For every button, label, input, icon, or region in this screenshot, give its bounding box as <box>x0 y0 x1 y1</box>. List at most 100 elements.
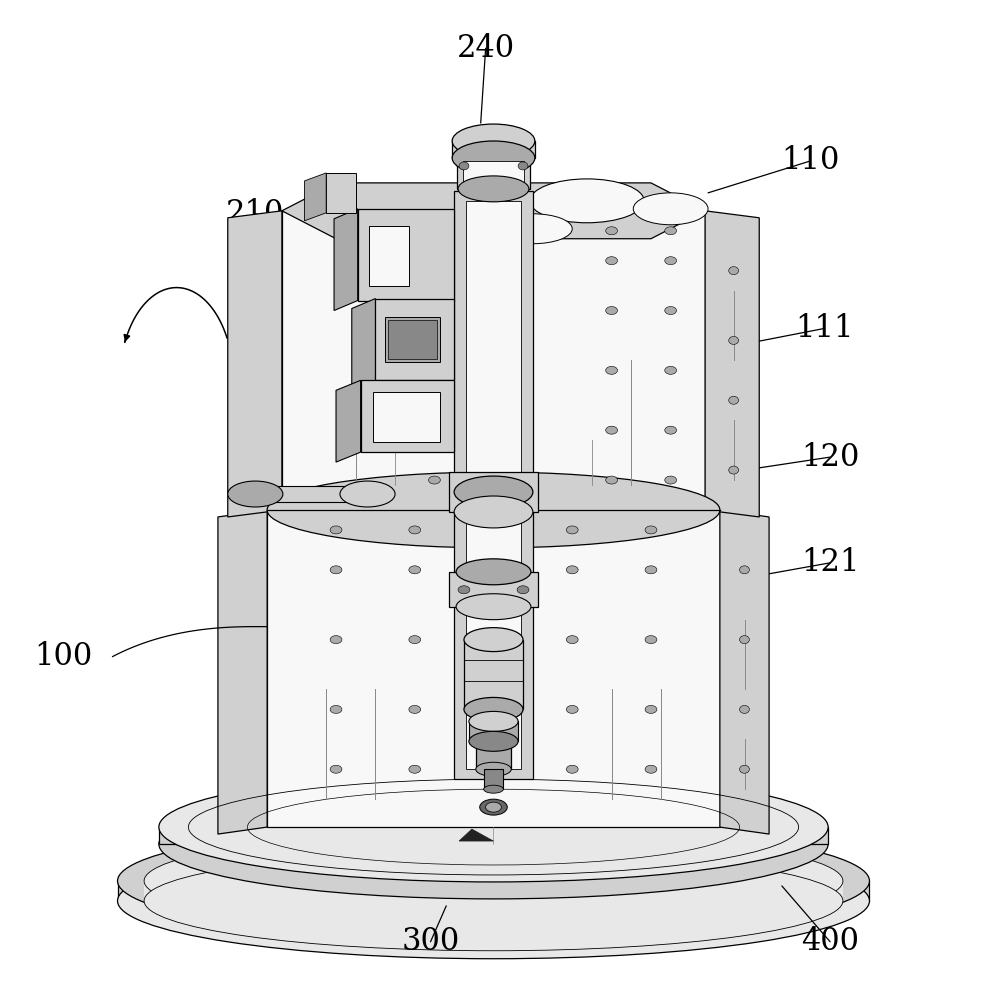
Polygon shape <box>351 299 375 390</box>
Bar <box>385 317 440 362</box>
Ellipse shape <box>739 566 748 574</box>
Ellipse shape <box>665 307 675 315</box>
Ellipse shape <box>487 705 499 713</box>
Ellipse shape <box>463 697 523 721</box>
Ellipse shape <box>605 227 617 235</box>
Text: 220: 220 <box>226 358 284 389</box>
Ellipse shape <box>144 851 842 951</box>
Ellipse shape <box>518 162 528 170</box>
Polygon shape <box>255 486 367 502</box>
Ellipse shape <box>645 566 657 574</box>
Ellipse shape <box>517 366 528 374</box>
Text: 300: 300 <box>401 926 459 957</box>
Ellipse shape <box>517 586 528 594</box>
Ellipse shape <box>517 476 528 484</box>
Polygon shape <box>483 769 503 789</box>
Text: 111: 111 <box>794 313 853 344</box>
Ellipse shape <box>463 628 523 652</box>
Ellipse shape <box>566 526 578 534</box>
Ellipse shape <box>665 476 675 484</box>
Ellipse shape <box>458 586 469 594</box>
Ellipse shape <box>645 526 657 534</box>
Text: 110: 110 <box>781 145 839 176</box>
Ellipse shape <box>329 765 341 773</box>
Ellipse shape <box>566 705 578 713</box>
Bar <box>360 380 454 452</box>
Ellipse shape <box>428 307 440 315</box>
Ellipse shape <box>267 472 719 548</box>
Text: 100: 100 <box>35 641 93 672</box>
Ellipse shape <box>408 526 420 534</box>
Ellipse shape <box>605 366 617 374</box>
Ellipse shape <box>408 566 420 574</box>
Polygon shape <box>335 380 360 462</box>
Text: 400: 400 <box>801 926 858 957</box>
Polygon shape <box>475 741 511 769</box>
Ellipse shape <box>566 566 578 574</box>
Polygon shape <box>458 829 493 841</box>
Ellipse shape <box>159 772 827 882</box>
Polygon shape <box>719 510 768 834</box>
Polygon shape <box>333 209 357 311</box>
Ellipse shape <box>329 566 341 574</box>
Ellipse shape <box>739 765 748 773</box>
Ellipse shape <box>408 765 420 773</box>
Bar <box>387 320 437 359</box>
Polygon shape <box>463 640 523 709</box>
Text: 240: 240 <box>457 33 514 64</box>
Polygon shape <box>452 141 534 158</box>
Bar <box>325 173 355 213</box>
Ellipse shape <box>458 176 528 202</box>
Ellipse shape <box>117 823 869 939</box>
Text: 120: 120 <box>800 442 859 473</box>
Polygon shape <box>704 211 758 517</box>
Ellipse shape <box>665 366 675 374</box>
Bar <box>457 156 529 189</box>
Ellipse shape <box>605 476 617 484</box>
Bar <box>357 209 454 301</box>
Ellipse shape <box>645 705 657 713</box>
Ellipse shape <box>479 799 507 815</box>
Ellipse shape <box>483 785 503 793</box>
Ellipse shape <box>517 307 528 315</box>
Ellipse shape <box>605 307 617 315</box>
Bar <box>465 201 521 769</box>
Ellipse shape <box>408 705 420 713</box>
Ellipse shape <box>605 426 617 434</box>
Ellipse shape <box>487 765 499 773</box>
Ellipse shape <box>456 594 530 620</box>
Bar <box>449 572 537 607</box>
Ellipse shape <box>566 765 578 773</box>
Ellipse shape <box>329 636 341 644</box>
Text: 210: 210 <box>226 198 284 229</box>
Ellipse shape <box>665 257 675 265</box>
Ellipse shape <box>728 267 738 275</box>
Ellipse shape <box>728 396 738 404</box>
Ellipse shape <box>454 496 532 528</box>
Polygon shape <box>282 211 704 510</box>
Ellipse shape <box>452 124 534 158</box>
Polygon shape <box>144 881 842 901</box>
Ellipse shape <box>566 636 578 644</box>
Ellipse shape <box>329 526 341 534</box>
Polygon shape <box>218 510 267 834</box>
Ellipse shape <box>645 765 657 773</box>
Ellipse shape <box>633 193 707 225</box>
Ellipse shape <box>605 257 617 265</box>
Ellipse shape <box>485 802 501 812</box>
Ellipse shape <box>454 476 532 508</box>
Ellipse shape <box>144 831 842 931</box>
Ellipse shape <box>529 179 644 223</box>
Polygon shape <box>159 827 827 844</box>
Ellipse shape <box>456 559 530 585</box>
Bar <box>462 161 524 185</box>
Text: 250: 250 <box>226 287 284 318</box>
Bar <box>449 472 537 512</box>
Ellipse shape <box>117 843 869 959</box>
Ellipse shape <box>665 426 675 434</box>
Ellipse shape <box>665 227 675 235</box>
Ellipse shape <box>468 711 518 731</box>
Ellipse shape <box>517 257 528 265</box>
Text: 230: 230 <box>226 438 284 469</box>
Polygon shape <box>117 881 869 901</box>
